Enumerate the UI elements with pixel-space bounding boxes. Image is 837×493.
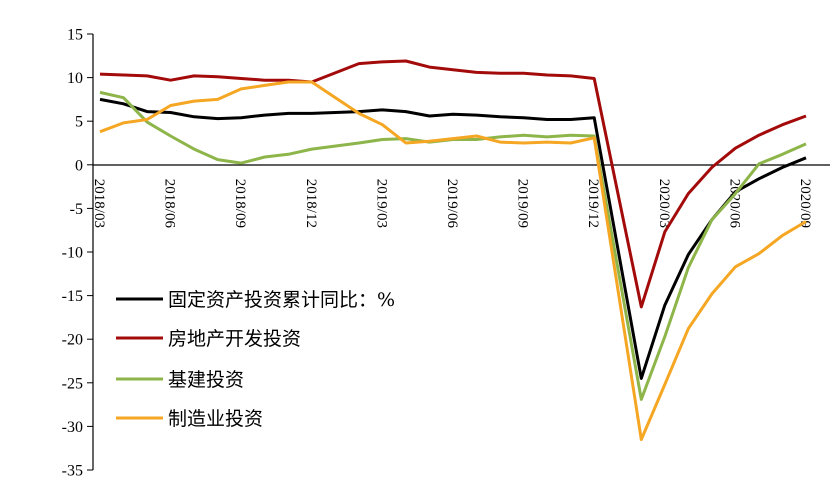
y-tick-label: 10 xyxy=(67,70,83,87)
y-tick-label: -5 xyxy=(70,201,83,218)
y-tick-label: -10 xyxy=(62,245,83,262)
y-tick-label: 15 xyxy=(67,27,83,44)
x-axis-ticks: 2018/03 2018/06 2018/09 2018/12 2019/03 2019/… xyxy=(91,179,813,229)
y-tick-label: 0 xyxy=(75,157,83,174)
x-tick-label: 2019/06 xyxy=(444,179,460,229)
x-tick-label: 2019/12 xyxy=(585,179,601,228)
legend-label-1: 房地产开发投资 xyxy=(168,328,301,350)
x-tick-label: 2018/06 xyxy=(162,179,178,229)
x-tick-label: 2018/03 xyxy=(91,179,107,228)
x-tick-label: 2018/09 xyxy=(232,179,248,228)
series-line-3 xyxy=(99,80,807,441)
y-tick-label: -35 xyxy=(62,463,83,480)
legend-label-2: 基建投资 xyxy=(168,369,244,391)
series-line-0 xyxy=(99,97,807,380)
series-line-1 xyxy=(99,59,807,309)
y-axis-ticks: 15 10 5 0 -5 -10 -15 -20 -25 -30 -35 xyxy=(62,27,93,480)
x-tick-label: 2018/12 xyxy=(303,179,319,228)
x-tick-label: 2020/03 xyxy=(656,179,672,228)
y-tick-label: -20 xyxy=(62,332,83,349)
y-tick-label: 5 xyxy=(75,114,83,131)
y-tick-label: -25 xyxy=(62,375,83,392)
x-tick-label: 2019/09 xyxy=(515,179,531,228)
series-lines xyxy=(99,59,807,441)
x-tick-label: 2019/03 xyxy=(373,179,389,228)
legend-label-0: 固定资产投资累计同比：% xyxy=(168,289,395,311)
y-tick-label: -30 xyxy=(62,419,83,436)
legend-label-3: 制造业投资 xyxy=(168,408,263,430)
x-tick-label: 2020/09 xyxy=(797,179,813,228)
y-tick-label: -15 xyxy=(62,288,83,305)
